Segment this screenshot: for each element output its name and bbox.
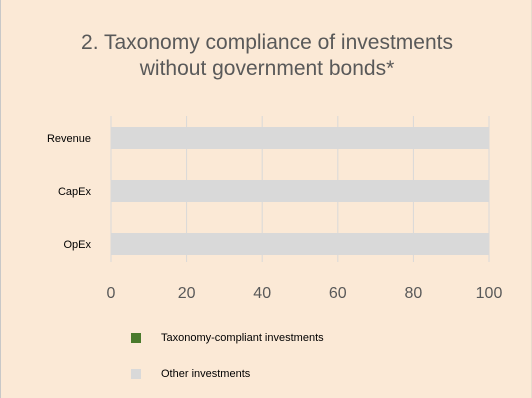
legend-item-other: Other investments — [131, 367, 250, 381]
category-label-capex: CapEx — [58, 186, 92, 198]
legend-swatch-compliant — [131, 333, 141, 343]
x-tick-label-80: 80 — [405, 285, 423, 302]
legend-label-compliant: Taxonomy-compliant investments — [161, 332, 324, 344]
x-tick-label-60: 60 — [329, 285, 347, 302]
x-tick-label-40: 40 — [253, 285, 271, 302]
legend-swatch-other — [131, 369, 141, 379]
x-tick-label-0: 0 — [107, 285, 116, 302]
bar-opex-series-1 — [111, 233, 489, 255]
bar-revenue-series-1 — [111, 127, 489, 149]
chart-title-line-2: without government bonds* — [139, 57, 395, 80]
bar-capex-series-1 — [111, 180, 489, 202]
x-tick-label-100: 100 — [476, 285, 503, 302]
x-tick-label-20: 20 — [178, 285, 196, 302]
category-label-opex: OpEx — [63, 239, 91, 251]
chart-title: 2. Taxonomy compliance of investments wi… — [41, 30, 493, 82]
chart-title-line-1: 2. Taxonomy compliance of investments — [81, 31, 453, 54]
legend-item-compliant: Taxonomy-compliant investments — [131, 331, 324, 345]
legend-label-other: Other investments — [161, 368, 251, 380]
category-label-revenue: Revenue — [47, 133, 91, 145]
